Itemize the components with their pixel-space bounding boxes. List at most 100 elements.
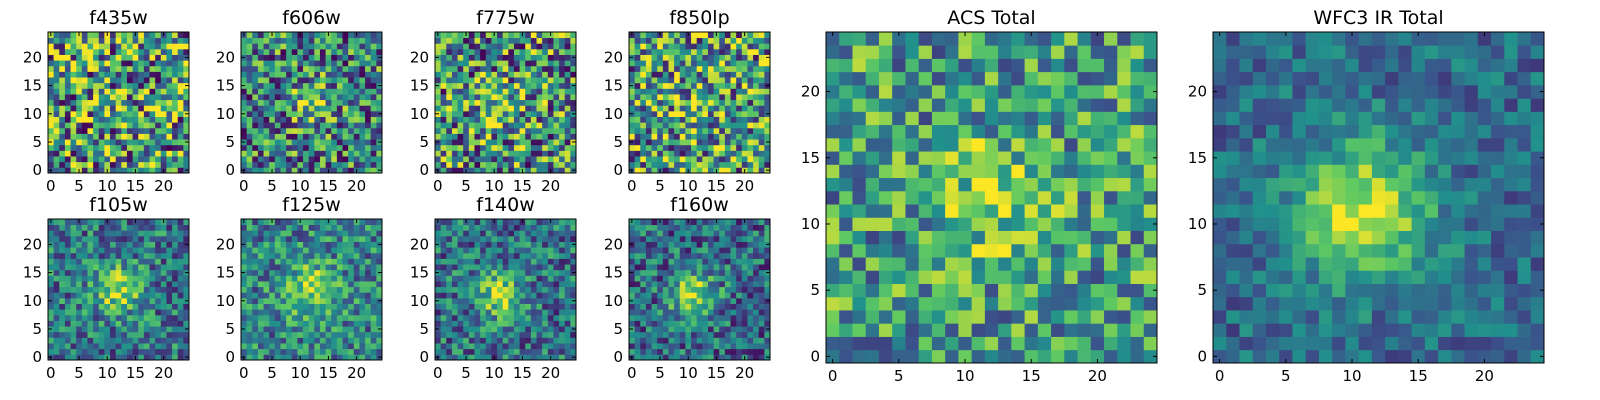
heatmap-cell: [376, 337, 383, 344]
heatmap-cell: [155, 94, 162, 101]
heatmap-cell: [359, 286, 366, 293]
heatmap-cell: [502, 144, 509, 151]
heatmap-cell: [530, 32, 537, 39]
heatmap-cell: [547, 82, 554, 89]
heatmap-cell: [252, 281, 259, 288]
heatmap-cell: [724, 314, 731, 321]
heatmap-cell: [553, 314, 560, 321]
heatmap-cell: [76, 235, 83, 242]
heatmap-cell: [76, 71, 83, 78]
heatmap-cell: [81, 122, 88, 129]
heatmap-cell: [485, 354, 492, 361]
heatmap-cell: [93, 65, 100, 72]
heatmap-cell: [257, 269, 264, 276]
heatmap-cell: [691, 116, 698, 123]
heatmap-cell: [172, 54, 179, 61]
heatmap-cell: [303, 286, 310, 293]
heatmap-cell: [121, 275, 128, 282]
heatmap-cell: [451, 252, 458, 259]
heatmap-cell: [376, 281, 383, 288]
heatmap-cell: [564, 32, 571, 39]
heatmap-cell: [491, 144, 498, 151]
heatmap-cell: [132, 281, 139, 288]
heatmap-cell: [257, 105, 264, 112]
heatmap-cell: [353, 286, 360, 293]
heatmap-cell: [559, 269, 566, 276]
heatmap-cell: [651, 348, 658, 355]
heatmap-cell: [87, 82, 94, 89]
heatmap-cell: [691, 348, 698, 355]
heatmap-cell: [730, 48, 737, 55]
heatmap-cell: [553, 43, 560, 50]
heatmap-cell: [183, 43, 190, 50]
heatmap-cell: [93, 241, 100, 248]
heatmap-cell: [463, 269, 470, 276]
heatmap-cell: [691, 144, 698, 151]
heatmap-cell: [559, 99, 566, 106]
y-tick-label: 15: [410, 77, 429, 95]
heatmap-cell: [76, 77, 83, 84]
heatmap-cell: [314, 348, 321, 355]
heatmap-cell: [172, 65, 179, 72]
heatmap-cell: [70, 247, 77, 254]
heatmap-cell: [172, 269, 179, 276]
heatmap-cell: [246, 331, 253, 338]
heatmap-cell: [115, 354, 122, 361]
heatmap-cell: [497, 297, 504, 304]
heatmap-cell: [519, 224, 526, 231]
heatmap-cell: [252, 235, 259, 242]
heatmap-cell: [331, 281, 338, 288]
y-tick-label: 0: [32, 348, 42, 366]
heatmap-cell: [166, 133, 173, 140]
heatmap-cell: [674, 88, 681, 95]
heatmap-cell: [64, 60, 71, 67]
heatmap-cell: [753, 314, 760, 321]
heatmap-cell: [480, 354, 487, 361]
heatmap-cell: [536, 116, 543, 123]
heatmap-cell: [172, 326, 179, 333]
heatmap-cell: [110, 314, 117, 321]
heatmap-cell: [314, 32, 321, 39]
heatmap-cell: [376, 94, 383, 101]
heatmap-cell: [657, 77, 664, 84]
heatmap-cell: [359, 139, 366, 146]
heatmap-cell: [138, 343, 145, 350]
heatmap-cell: [559, 32, 566, 39]
heatmap-cell: [736, 43, 743, 50]
heatmap-cell: [331, 314, 338, 321]
heatmap-cell: [634, 348, 641, 355]
heatmap-cell: [319, 224, 326, 231]
heatmap-cell: [753, 331, 760, 338]
heatmap-cell: [370, 139, 377, 146]
heatmap-cell: [303, 241, 310, 248]
heatmap-cell: [93, 326, 100, 333]
heatmap-cell: [76, 88, 83, 95]
heatmap-cell: [98, 235, 105, 242]
heatmap-cell: [657, 110, 664, 117]
heatmap-cell: [149, 37, 156, 44]
heatmap-cell: [370, 326, 377, 333]
heatmap-cell: [64, 326, 71, 333]
heatmap-cell: [348, 161, 355, 168]
heatmap-cell: [376, 133, 383, 140]
heatmap-cell: [707, 37, 714, 44]
heatmap-cell: [376, 65, 383, 72]
heatmap-cell: [758, 343, 765, 350]
heatmap-cell: [160, 224, 167, 231]
heatmap-cell: [463, 156, 470, 163]
heatmap-cell: [502, 309, 509, 316]
heatmap-cell: [336, 127, 343, 134]
heatmap-cell: [64, 110, 71, 117]
heatmap-cell: [274, 230, 281, 237]
heatmap-cell: [657, 309, 664, 316]
heatmap-cell: [645, 354, 652, 361]
heatmap-cell: [365, 150, 372, 157]
heatmap-cell: [724, 303, 731, 310]
heatmap-cell: [110, 37, 117, 44]
heatmap-cell: [342, 320, 349, 327]
heatmap-cell: [143, 230, 150, 237]
heatmap-cell: [177, 60, 184, 67]
heatmap-cell: [564, 82, 571, 89]
heatmap-cell: [280, 269, 287, 276]
heatmap-cell: [342, 309, 349, 316]
